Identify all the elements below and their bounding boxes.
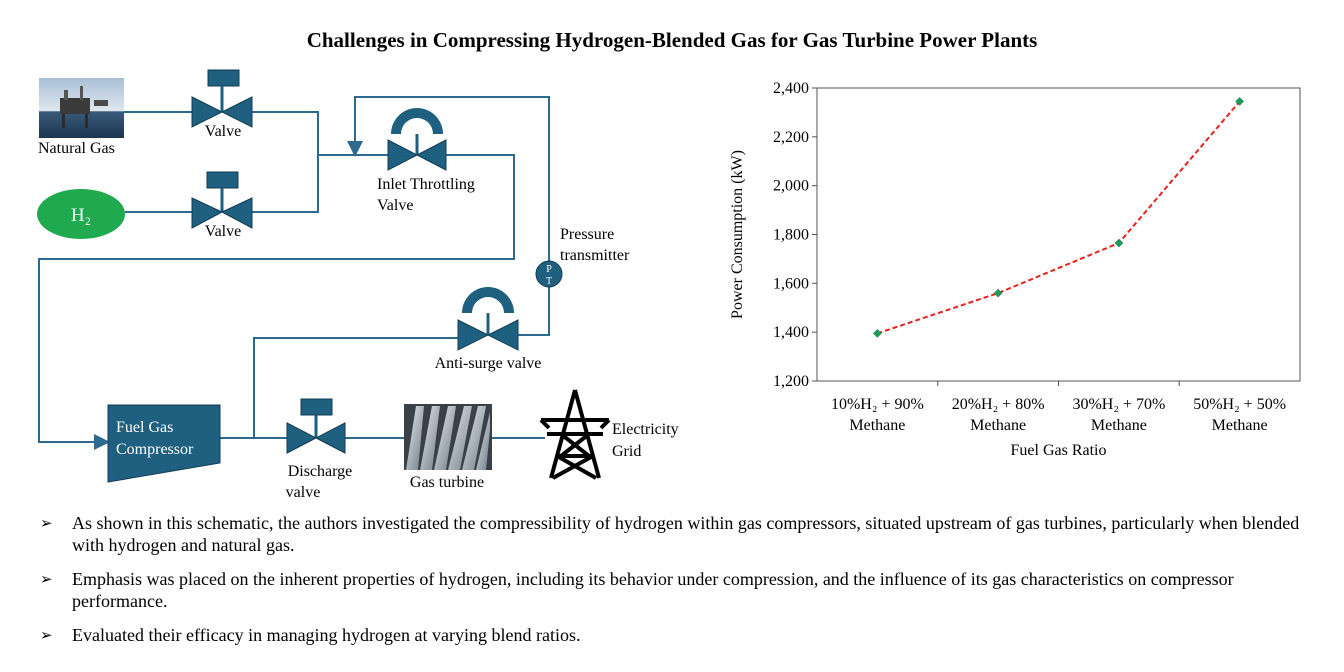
anti-surge-valve[interactable] (457, 287, 519, 351)
bullet-arrow-icon: ➢ (40, 628, 53, 644)
valve-natural-gas[interactable] (191, 69, 253, 128)
discharge-valve-label-line2: valve (286, 484, 321, 501)
pressure-transmitter[interactable]: P T (535, 260, 563, 288)
gas-turbine-label: Gas turbine (410, 474, 484, 491)
data-point (1114, 238, 1124, 248)
y-tick-label: 1,400 (773, 324, 809, 341)
x-tick-label: Methane (970, 417, 1026, 434)
x-tick-label: 30%H₂ + 70% (1072, 396, 1165, 413)
transmission-tower-icon (539, 389, 611, 480)
y-tick-label: 1,800 (773, 227, 809, 244)
inlet-throttling-valve-label-line2: Valve (377, 197, 413, 214)
x-tick-label: 50%H₂ + 50% (1193, 396, 1286, 413)
x-tick-label: 10%H₂ + 90% (831, 396, 924, 413)
pt-p: P (546, 264, 552, 275)
data-point (993, 288, 1003, 298)
h2-label: H₂ (71, 205, 91, 226)
discharge-valve-label-line1: Discharge (288, 463, 353, 480)
bullet-text: Evaluated their efficacy in managing hyd… (72, 625, 581, 645)
valve-natural-gas-label: Valve (205, 123, 241, 140)
x-tick-label: 20%H₂ + 80% (952, 396, 1045, 413)
compressor-label-line2: Compressor (116, 441, 194, 458)
pipe-recycle-top (347, 96, 550, 262)
y-tick-label: 2,200 (773, 129, 809, 146)
discharge-valve[interactable] (286, 398, 346, 454)
pipe-valve2-out (252, 155, 319, 213)
power-consumption-chart: 1,200 1,400 1,600 1,800 2,000 2,200 2,400 10%H₂… (729, 80, 1301, 459)
fuel-gas-compressor[interactable]: Fuel Gas Compressor (107, 404, 221, 483)
page-title: Challenges in Compressing Hydrogen-Blend… (306, 28, 1038, 52)
bullet-list: ➢ As shown in this schematic, the author… (40, 512, 1310, 659)
x-tick-label: Methane (1212, 417, 1268, 434)
pipe-anti-surge (253, 337, 458, 438)
pipe-anti-surge-out (517, 286, 550, 336)
bullet-item: ➢ Emphasis was placed on the inherent pr… (40, 568, 1310, 612)
natural-gas-platform-image (39, 78, 124, 138)
data-point (1235, 97, 1244, 106)
y-axis-label: Power Consumption (kW) (729, 150, 746, 319)
y-tick-label: 1,200 (773, 373, 809, 390)
bullet-item: ➢ Evaluated their efficacy in managing h… (40, 624, 1310, 647)
anti-surge-valve-label: Anti-surge valve (435, 355, 542, 372)
chart-plot-area (816, 87, 1301, 382)
x-tick-label: Methane (849, 417, 905, 434)
valve-h2[interactable] (191, 171, 253, 229)
bullet-text: As shown in this schematic, the authors … (72, 513, 1300, 555)
pressure-transmitter-label-line1: Pressure (560, 226, 614, 243)
valve-h2-label: Valve (205, 223, 241, 240)
natural-gas-label: Natural Gas (38, 140, 115, 157)
bullet-text: Emphasis was placed on the inherent prop… (72, 569, 1234, 611)
bullet-arrow-icon: ➢ (40, 516, 53, 532)
bullet-arrow-icon: ➢ (40, 572, 53, 588)
pipe-inlet-out (38, 154, 515, 450)
y-tick-label: 2,400 (773, 80, 809, 97)
h2-source (37, 189, 125, 239)
data-point (873, 329, 882, 338)
gas-turbine-image (404, 404, 492, 470)
y-tick-label: 2,000 (773, 178, 809, 195)
y-tick-label: 1,600 (773, 275, 809, 292)
pt-t: T (546, 276, 552, 287)
electricity-grid-label-line1: Electricity (612, 421, 679, 438)
bullet-item: ➢ As shown in this schematic, the author… (40, 512, 1310, 556)
pipes (38, 96, 550, 450)
pressure-transmitter-label-line2: transmitter (560, 247, 630, 264)
series-line (877, 100, 1241, 335)
inlet-throttling-valve[interactable] (387, 108, 447, 171)
inlet-throttling-valve-label-line1: Inlet Throttling (377, 176, 475, 193)
compressor-label-line1: Fuel Gas (116, 419, 173, 436)
pipe-valve1-out (252, 111, 319, 155)
x-axis-label: Fuel Gas Ratio (1011, 442, 1107, 459)
electricity-grid-label-line2: Grid (612, 443, 641, 460)
x-tick-label: Methane (1091, 417, 1147, 434)
